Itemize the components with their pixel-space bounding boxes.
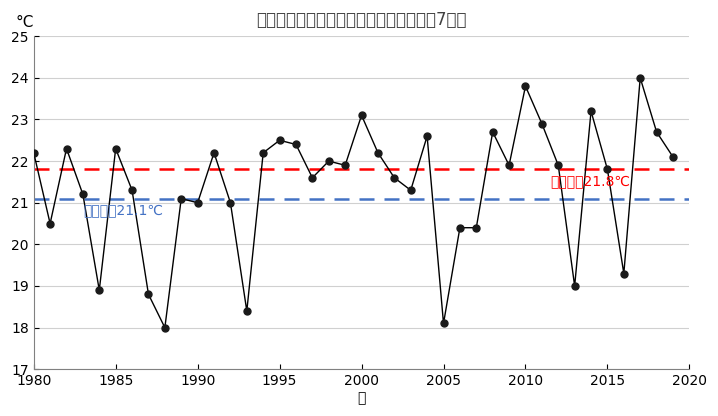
Text: °C: °C bbox=[15, 15, 34, 30]
Title: 月平均気温の推移と新旧平年値（青森　7月）: 月平均気温の推移と新旧平年値（青森 7月） bbox=[256, 11, 467, 29]
X-axis label: 年: 年 bbox=[358, 391, 365, 405]
Text: 旧平年値21.1℃: 旧平年値21.1℃ bbox=[83, 203, 163, 218]
Text: 新平年値21.8℃: 新平年値21.8℃ bbox=[550, 174, 630, 188]
